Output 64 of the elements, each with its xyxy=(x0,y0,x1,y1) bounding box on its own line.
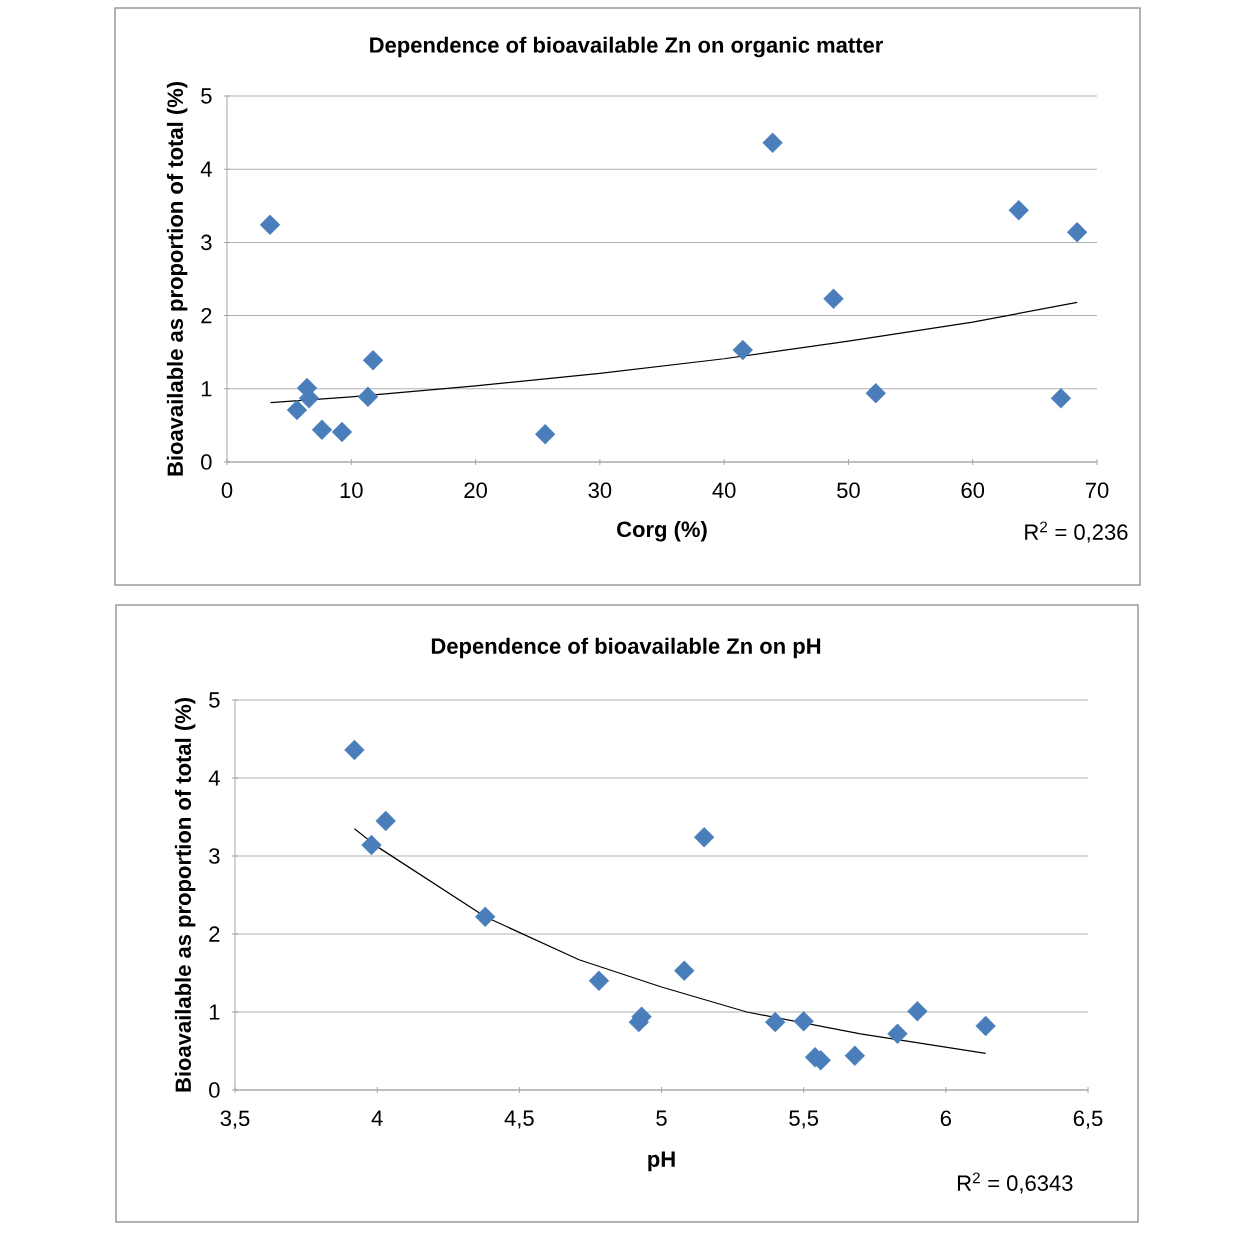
point xyxy=(475,906,496,928)
x-tick-label: 6,5 xyxy=(1073,1110,1103,1129)
point xyxy=(535,423,556,445)
point xyxy=(344,739,365,761)
x-axis-title: Corg (%) xyxy=(617,520,707,542)
point xyxy=(588,970,610,991)
y-tick-label: 5 xyxy=(209,692,220,708)
point xyxy=(693,827,715,848)
x-axis-title: pH xyxy=(648,1151,675,1172)
point xyxy=(1050,388,1072,409)
y-tick-label: 5 xyxy=(201,88,212,104)
x-tick-label: 10 xyxy=(340,482,363,499)
point xyxy=(674,960,695,981)
y-axis-title: Bioavailable as proportion of total (%) xyxy=(166,82,188,476)
point xyxy=(311,419,333,440)
y-tick-label: 4 xyxy=(200,161,212,177)
x-tick-label: 6 xyxy=(940,1110,951,1127)
point xyxy=(793,1011,814,1032)
point xyxy=(765,1011,786,1033)
point xyxy=(844,1045,866,1066)
y-tick-label: 0 xyxy=(209,1082,220,1098)
point xyxy=(1066,221,1088,243)
x-tick-label: 3,5 xyxy=(220,1110,250,1129)
y-tick-label: 2 xyxy=(201,307,212,324)
x-tick-label: 4,5 xyxy=(504,1110,534,1129)
x-tick-label: 60 xyxy=(961,482,985,499)
point xyxy=(907,1001,928,1022)
point xyxy=(975,1015,996,1037)
chart-title: Dependence of bioavailable Zn on pH xyxy=(431,637,821,659)
x-tick-label: 70 xyxy=(1085,482,1109,499)
y-tick-label: 2 xyxy=(209,926,220,942)
chart-title: Dependence of bioavailable Zn on organic matter xyxy=(370,36,883,58)
line-series xyxy=(353,828,987,1054)
point xyxy=(375,810,396,832)
x-tick-label: 20 xyxy=(464,482,487,499)
point xyxy=(331,421,353,443)
x-tick-label: 50 xyxy=(837,482,860,499)
y-tick-label: 4 xyxy=(208,770,220,786)
y-tick-label: 3 xyxy=(201,234,212,251)
y-axis-title: Bioavailable as proportion of total (%) xyxy=(174,698,196,1092)
point xyxy=(887,1023,908,1045)
point xyxy=(259,214,281,236)
y-tick-label: 1 xyxy=(201,381,212,397)
point xyxy=(357,386,379,408)
x-tick-label: 4 xyxy=(371,1110,383,1126)
y-tick-label: 0 xyxy=(201,454,212,470)
y-tick-label: 1 xyxy=(209,1004,220,1020)
x-tick-label: 5 xyxy=(656,1110,667,1126)
point xyxy=(286,399,308,421)
point xyxy=(823,288,844,309)
point xyxy=(362,350,384,371)
point xyxy=(1008,199,1029,221)
text: R$^{2}$ = 0,236 xyxy=(1025,521,1128,543)
text: R$^{2}$ = 0,6343 xyxy=(957,1172,1073,1194)
point xyxy=(361,834,382,856)
point xyxy=(732,339,753,361)
line-series xyxy=(269,301,1078,404)
x-tick-label: 0 xyxy=(221,482,233,499)
point xyxy=(865,382,886,404)
y-tick-label: 3 xyxy=(209,848,220,864)
point xyxy=(762,132,783,154)
x-tick-label: 30 xyxy=(588,482,612,499)
x-tick-label: 40 xyxy=(712,482,736,499)
x-tick-label: 5,5 xyxy=(789,1110,819,1129)
